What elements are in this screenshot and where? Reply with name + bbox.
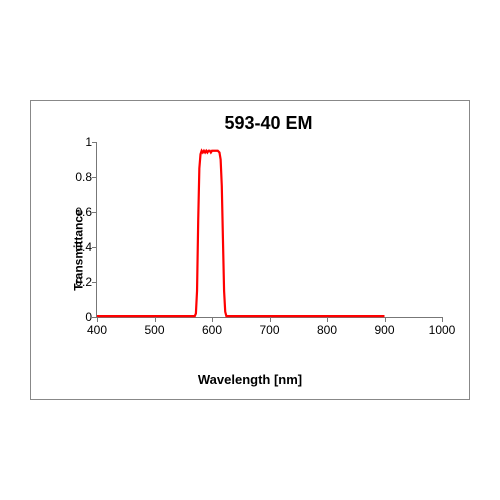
y-tick <box>92 247 97 248</box>
chart-container: 593-40 EM Transmittance Wavelength [nm] … <box>30 100 470 400</box>
x-tick <box>155 317 156 322</box>
x-tick <box>442 317 443 322</box>
x-tick-label: 600 <box>202 323 222 337</box>
data-line <box>97 142 442 317</box>
y-tick <box>92 317 97 318</box>
x-tick-label: 400 <box>87 323 107 337</box>
y-tick-label: 1 <box>67 135 92 149</box>
y-tick <box>92 142 97 143</box>
x-axis-label: Wavelength [nm] <box>31 372 469 387</box>
x-tick-label: 1000 <box>429 323 456 337</box>
x-tick-label: 700 <box>259 323 279 337</box>
y-tick-label: 0.6 <box>67 205 92 219</box>
x-tick-label: 900 <box>374 323 394 337</box>
x-tick <box>212 317 213 322</box>
x-tick <box>270 317 271 322</box>
chart-title: 593-40 EM <box>86 113 451 134</box>
x-tick <box>327 317 328 322</box>
x-tick-label: 800 <box>317 323 337 337</box>
x-tick-label: 500 <box>144 323 164 337</box>
y-tick-label: 0.8 <box>67 170 92 184</box>
y-tick <box>92 212 97 213</box>
y-tick-label: 0.2 <box>67 275 92 289</box>
y-tick <box>92 282 97 283</box>
x-tick <box>97 317 98 322</box>
y-tick-label: 0 <box>67 310 92 324</box>
y-tick <box>92 177 97 178</box>
plot-area: 400500600700800900100000.20.40.60.81 <box>96 142 442 318</box>
x-tick <box>385 317 386 322</box>
y-tick-label: 0.4 <box>67 240 92 254</box>
